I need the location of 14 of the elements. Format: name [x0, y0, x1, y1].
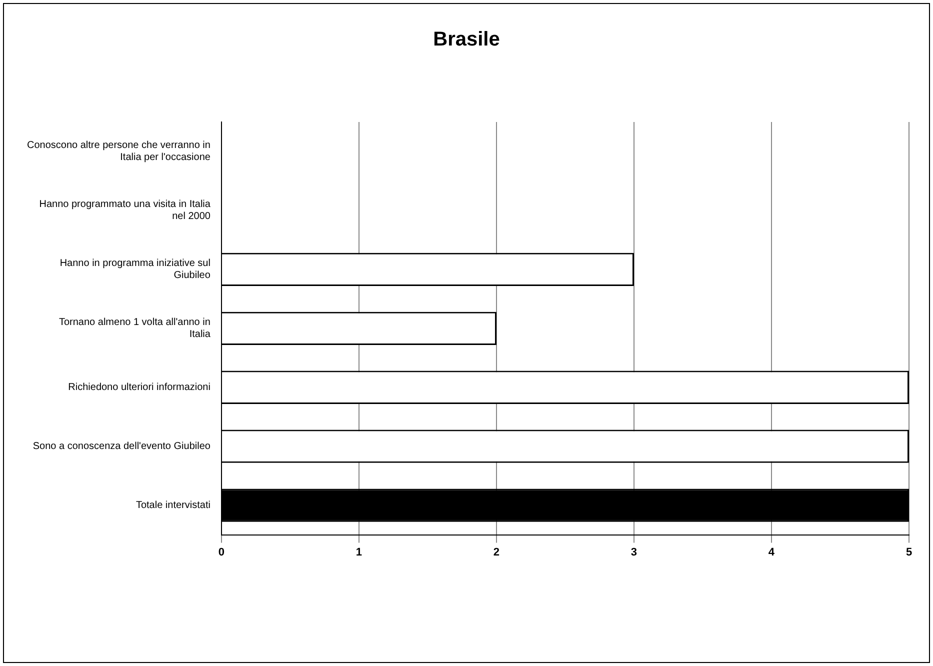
- y-tick-label: Hanno programmato una visita in Italia nel 2000: [39, 199, 211, 222]
- y-tick-label: Richiedono ulteriori informazioni: [68, 382, 210, 394]
- x-tick-label: 5: [906, 546, 912, 558]
- x-tick-label: 1: [356, 546, 362, 558]
- x-tick-label: 4: [768, 546, 776, 558]
- y-tick-label: Conoscono altre persone che verranno in Italia per l'occasione: [26, 140, 211, 164]
- y-tick-label: Sono a conoscenza dell'evento Giubileo: [32, 441, 211, 452]
- x-tick-label: 0: [218, 546, 225, 558]
- y-tick-label: Tornano almeno 1 volta all'anno in Italia: [58, 317, 211, 340]
- y-tick-label: Hanno in programma iniziative sul Giubileo: [60, 258, 211, 282]
- x-tick-label: 3: [630, 546, 638, 558]
- chart-title: Brasile: [433, 28, 500, 51]
- x-tick-label: 2: [493, 546, 500, 558]
- y-tick-label: Totale intervistati: [136, 500, 210, 512]
